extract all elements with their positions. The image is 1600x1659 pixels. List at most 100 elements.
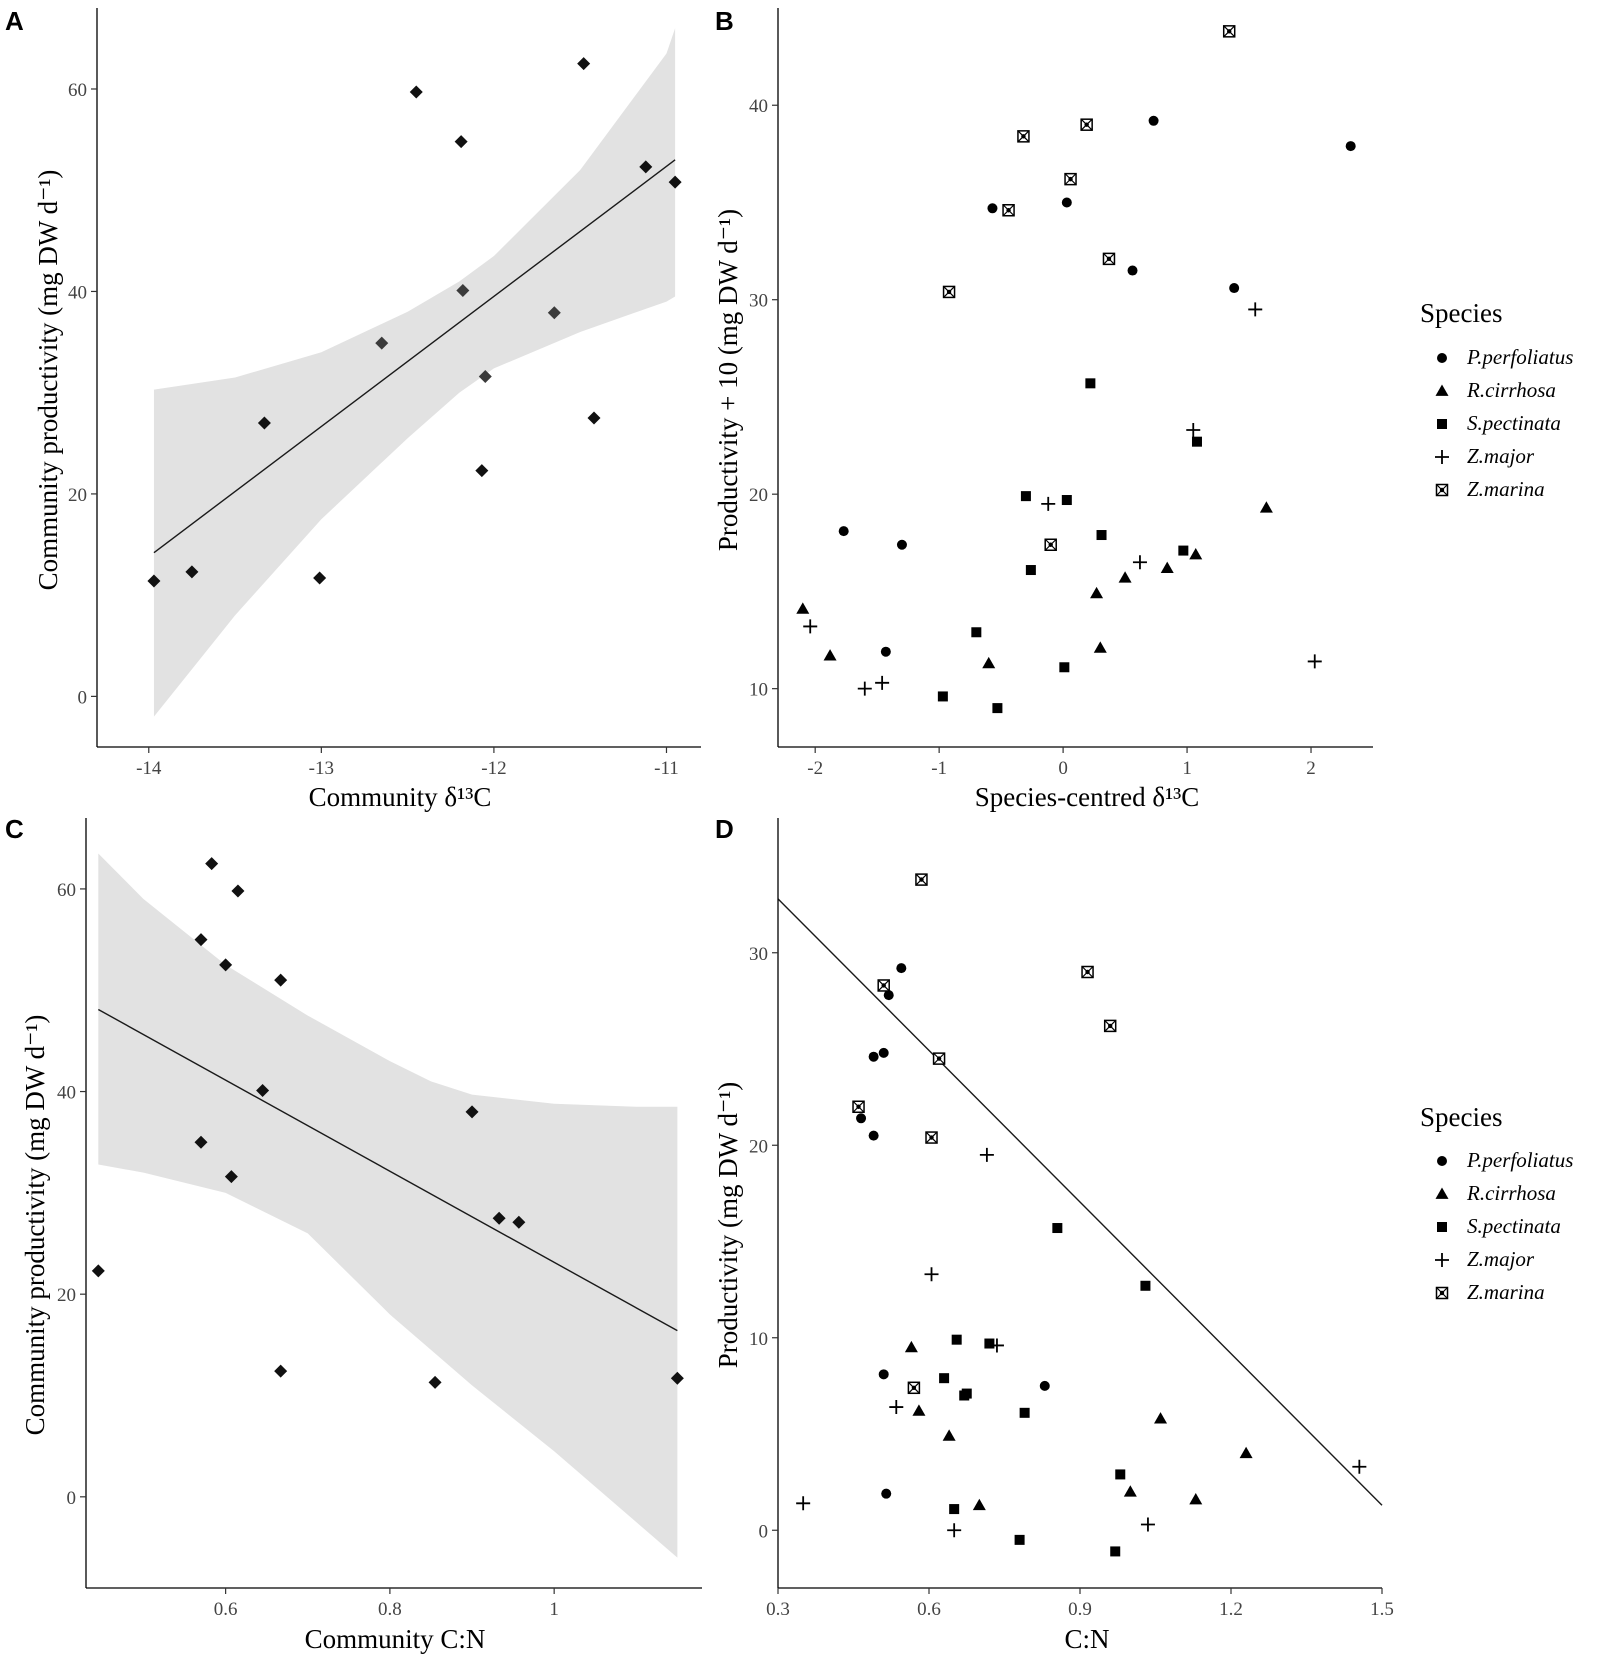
panel-d-data-point (1019, 1407, 1030, 1418)
panel-d-x-tick-label: 1.2 (1219, 1599, 1243, 1620)
panel-a-letter: A (5, 6, 24, 36)
panel-d-y-tick-label: 0 (759, 1521, 769, 1542)
panel-d-y-tick-label: 30 (749, 944, 768, 965)
panel-c-letter: C (5, 814, 24, 844)
panel-c-data-point (231, 884, 245, 898)
panel-c-data-point (274, 973, 288, 987)
panel-a-data-point (547, 306, 561, 320)
panel-b-data-point (1307, 654, 1322, 669)
panel-a-x-tick-label: -12 (481, 758, 506, 779)
panel-d-data-point (942, 1429, 956, 1441)
panel-c-data-point (428, 1375, 442, 1389)
panel-a-data-point (454, 135, 468, 149)
panel-b-data-point (880, 646, 891, 657)
panel-b-legend-symbol (1437, 419, 1447, 429)
panel-d-y-title: Productivity (mg DW d⁻¹) (713, 1082, 743, 1369)
panel-c-data-point (224, 1170, 238, 1184)
panel-d-legend-label: Z.major (1467, 1247, 1535, 1271)
panel-b-data-point (1345, 141, 1356, 152)
panel-a-data-point (313, 571, 327, 585)
panel-d-legend-symbol (1435, 1253, 1449, 1267)
panel-d-y-tick-label: 20 (749, 1136, 768, 1157)
panel-d-data-point (852, 1100, 865, 1113)
panel-d-x-tick-label: 0.6 (917, 1599, 941, 1620)
panel-a-confidence-band (153, 28, 676, 717)
panel-b-data-point (1222, 25, 1236, 38)
panel-b-x-tick-label: 1 (1182, 758, 1192, 779)
panel-c-data-point (492, 1211, 506, 1225)
panel-b-legend-label: Z.major (1467, 444, 1535, 468)
panel-d-data-point (932, 1052, 946, 1065)
panel-b-data-point (857, 681, 872, 696)
panel-d-data-point (912, 1404, 926, 1416)
panel-b-legend-symbol (1435, 450, 1449, 464)
panel-b-data-point (838, 526, 849, 537)
panel-b-data-point (1127, 265, 1138, 276)
panel-c-data-point (465, 1105, 479, 1119)
panel-d-data-point (1110, 1546, 1121, 1557)
panel-c-data-point (274, 1364, 288, 1378)
panel-b-data-point (1002, 204, 1015, 217)
panel-b-data-point (1041, 496, 1056, 511)
panel-b: B -2 -1 0 1 2 10 20 30 40 Species-centred δ¹³C P… (713, 6, 1573, 812)
panel-d-data-point (1039, 1380, 1050, 1391)
panel-b-data-point (987, 203, 998, 214)
panel-b-data-point (1093, 641, 1107, 653)
panel-b-legend-symbol (1435, 483, 1449, 497)
panel-d-legend: Species P.perfoliatus R.cirrhosa S.pecti… (1420, 1102, 1573, 1304)
panel-b-data-point (1102, 252, 1116, 266)
panel-d-legend-label: P.perfoliatus (1466, 1148, 1573, 1172)
panel-b-data-point (1064, 172, 1077, 186)
panel-b-x-title: Species-centred δ¹³C (975, 782, 1200, 812)
panel-c-y-tick-label: 0 (67, 1488, 77, 1509)
panel-d-data-point (972, 1498, 986, 1511)
panel-c-data-point (670, 1371, 684, 1385)
panel-b-data-point (1191, 436, 1202, 447)
panel-d-y-tick-label: 10 (749, 1329, 768, 1350)
panel-c-x-tick-label: 0.6 (214, 1599, 238, 1620)
panel-a-data-point (639, 160, 653, 174)
panel-a-data-point (185, 565, 199, 579)
panel-d-data-point (961, 1388, 972, 1399)
panel-a-y-tick-label: 0 (78, 687, 88, 708)
panel-d-x-title: C:N (1064, 1624, 1109, 1654)
panel-d-data-point (896, 963, 907, 974)
panel-b-data-point (1044, 538, 1057, 551)
panel-b-x-tick-label: 0 (1058, 758, 1068, 779)
panel-d-data-point (947, 1523, 962, 1538)
panel-b-data-point (823, 649, 837, 661)
panel-a-y-title: Community productivity (mg DW d⁻¹) (33, 170, 63, 591)
panel-d-legend-label: S.pectinata (1467, 1214, 1561, 1238)
panel-c-data-point (205, 857, 219, 871)
panel-a-data-point (456, 283, 470, 297)
panel-b-data-point (1025, 565, 1036, 576)
panel-d-data-point (889, 1400, 904, 1415)
panel-d-data-point (1014, 1534, 1025, 1545)
panel-c-x-tick-label: 1 (549, 1599, 559, 1620)
panel-b-data-point (1080, 118, 1093, 131)
panel-a-data-point (668, 175, 682, 189)
panel-d-data-point (907, 1381, 921, 1395)
panel-c: C 0.6 0.8 1 0 20 40 60 Community C:N Community… (5, 814, 702, 1654)
panel-d-data-point (856, 1113, 867, 1124)
panel-b-y-tick-label: 20 (749, 485, 768, 506)
panel-d-data-point (1189, 1492, 1203, 1505)
panel-d-data-point (1103, 1019, 1117, 1033)
panel-b-data-point (1178, 545, 1189, 556)
panel-d-data-point (1239, 1446, 1253, 1459)
panel-d-data-point (984, 1338, 995, 1349)
panel-d-data-point (951, 1334, 962, 1345)
panel-d-legend-label: R.cirrhosa (1466, 1181, 1556, 1205)
panel-b-data-point (1061, 495, 1072, 506)
panel-d-data-point (1140, 1280, 1151, 1291)
panel-d-data-point (877, 979, 890, 992)
panel-b-data-point (1259, 501, 1273, 513)
panel-b-x-tick-label: -2 (807, 758, 823, 779)
panel-b-data-point (896, 539, 907, 550)
panel-d-data-point (939, 1373, 950, 1384)
panel-d-data-point (949, 1504, 960, 1515)
panel-b-data-point (875, 675, 890, 690)
panel-b-data-point (971, 627, 982, 638)
panel-d-legend-symbol (1437, 1222, 1447, 1232)
